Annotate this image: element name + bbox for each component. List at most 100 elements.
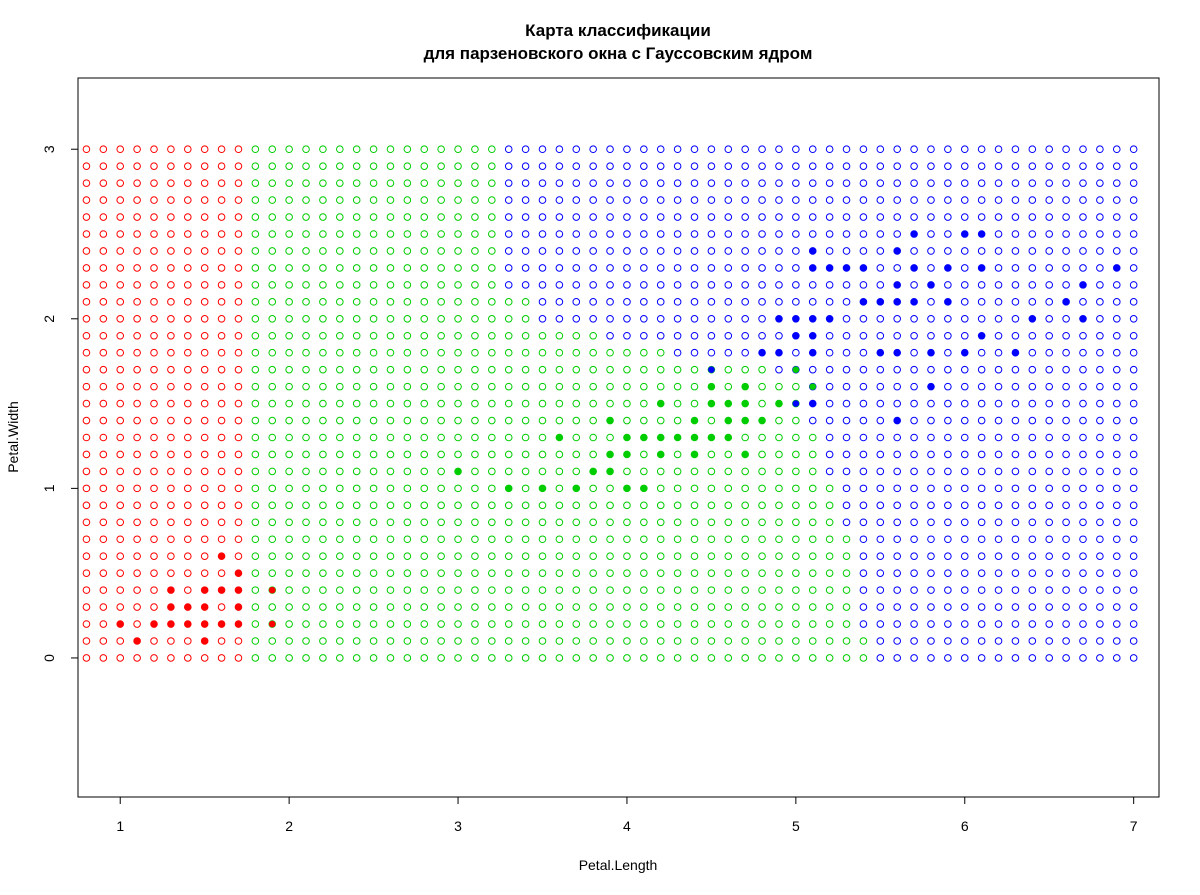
grid-point-versicolor <box>504 535 513 544</box>
grid-point-versicolor <box>825 620 834 628</box>
training-point-virginica <box>893 298 901 306</box>
grid-point-virginica <box>572 196 581 204</box>
grid-point-virginica <box>1045 382 1054 391</box>
grid-point-virginica <box>808 196 817 204</box>
training-point-setosa <box>235 569 242 577</box>
grid-point-versicolor <box>386 298 395 306</box>
grid-point-virginica <box>1129 348 1138 357</box>
grid-point-virginica <box>1129 365 1138 374</box>
training-point-virginica <box>809 315 817 323</box>
grid-point-virginica <box>1028 637 1037 645</box>
grid-point-virginica <box>1079 484 1087 493</box>
grid-point-versicolor <box>521 467 530 476</box>
grid-point-virginica <box>1129 179 1138 187</box>
grid-point-setosa <box>99 348 108 357</box>
grid-point-virginica <box>893 213 901 221</box>
grid-point-virginica <box>1062 467 1070 476</box>
grid-point-virginica <box>960 501 969 510</box>
grid-point-versicolor <box>673 450 682 459</box>
grid-point-virginica <box>1028 433 1037 442</box>
grid-point-versicolor <box>454 416 462 425</box>
grid-point-versicolor <box>302 298 310 306</box>
grid-point-versicolor <box>792 518 800 527</box>
grid-point-versicolor <box>792 535 800 544</box>
grid-point-versicolor <box>352 382 361 391</box>
grid-point-setosa <box>99 230 108 238</box>
grid-point-virginica <box>944 501 952 510</box>
grid-point-versicolor <box>386 603 395 611</box>
grid-point-versicolor <box>673 365 682 374</box>
grid-point-virginica <box>910 399 918 408</box>
grid-point-virginica <box>944 620 952 628</box>
grid-point-setosa <box>150 501 158 510</box>
grid-point-virginica <box>977 433 986 442</box>
grid-point-versicolor <box>454 569 462 577</box>
grid-point-virginica <box>977 467 986 476</box>
grid-point-virginica <box>504 264 513 272</box>
grid-point-virginica <box>690 247 699 255</box>
grid-point-versicolor <box>369 552 378 561</box>
grid-point-setosa <box>133 281 141 289</box>
grid-point-versicolor <box>352 620 361 628</box>
grid-point-versicolor <box>859 637 868 645</box>
grid-point-versicolor <box>792 620 800 628</box>
y-tick-label: 3 <box>41 145 57 153</box>
grid-point-versicolor <box>268 433 277 442</box>
grid-point-setosa <box>150 162 158 170</box>
grid-point-versicolor <box>268 518 277 527</box>
grid-point-virginica <box>994 230 1003 238</box>
grid-point-virginica <box>944 603 952 611</box>
grid-point-versicolor <box>792 552 800 561</box>
grid-point-versicolor <box>572 450 581 459</box>
grid-point-virginica <box>656 314 665 323</box>
grid-point-virginica <box>1112 467 1121 476</box>
grid-point-virginica <box>927 365 935 374</box>
grid-point-setosa <box>99 281 108 289</box>
grid-point-virginica <box>690 162 699 170</box>
grid-point-versicolor <box>336 586 344 594</box>
grid-point-virginica <box>1028 620 1037 628</box>
grid-point-virginica <box>724 196 733 204</box>
grid-point-versicolor <box>488 162 496 170</box>
grid-point-setosa <box>99 196 108 204</box>
grid-point-virginica <box>555 145 564 154</box>
grid-point-virginica <box>1011 162 1020 170</box>
grid-point-virginica <box>1011 535 1020 544</box>
grid-point-virginica <box>876 620 885 628</box>
grid-point-virginica <box>758 213 766 221</box>
grid-point-virginica <box>1062 230 1070 238</box>
grid-point-versicolor <box>808 535 817 544</box>
grid-point-versicolor <box>471 382 479 391</box>
training-point-virginica <box>826 264 833 272</box>
grid-point-virginica <box>893 433 901 442</box>
grid-point-versicolor <box>538 586 547 594</box>
grid-point-versicolor <box>319 637 327 645</box>
grid-point-virginica <box>1129 620 1138 628</box>
grid-point-versicolor <box>724 518 733 527</box>
grid-point-virginica <box>876 433 885 442</box>
grid-point-virginica <box>994 365 1003 374</box>
grid-point-versicolor <box>538 654 547 662</box>
grid-point-versicolor <box>623 603 631 611</box>
grid-point-versicolor <box>319 654 327 662</box>
grid-point-setosa <box>183 484 192 493</box>
grid-point-versicolor <box>521 620 530 628</box>
grid-point-virginica <box>741 196 749 204</box>
grid-point-virginica <box>808 230 817 238</box>
grid-point-versicolor <box>285 331 293 340</box>
grid-point-versicolor <box>825 484 834 493</box>
grid-point-virginica <box>859 230 868 238</box>
grid-point-setosa <box>183 213 192 221</box>
grid-point-setosa <box>217 331 226 340</box>
grid-point-versicolor <box>319 467 327 476</box>
grid-point-virginica <box>842 467 851 476</box>
grid-point-virginica <box>656 298 665 306</box>
grid-point-versicolor <box>808 552 817 561</box>
grid-point-setosa <box>167 331 175 340</box>
grid-point-setosa <box>217 365 226 374</box>
grid-point-setosa <box>82 281 91 289</box>
grid-point-setosa <box>82 535 91 544</box>
grid-point-versicolor <box>504 331 513 340</box>
grid-point-virginica <box>1011 281 1020 289</box>
